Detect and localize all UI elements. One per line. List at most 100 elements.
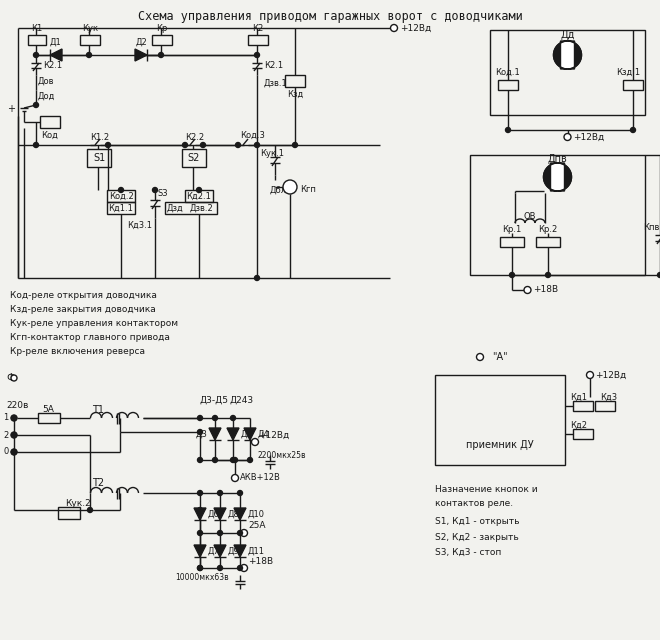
Circle shape <box>197 429 203 435</box>
Text: приемник ДУ: приемник ДУ <box>466 440 534 450</box>
Text: Д9: Д9 <box>228 547 240 556</box>
Circle shape <box>554 41 581 69</box>
Text: Дпв: Дпв <box>548 154 568 164</box>
Circle shape <box>11 433 16 438</box>
Circle shape <box>11 432 17 438</box>
Circle shape <box>197 508 203 513</box>
Polygon shape <box>544 163 558 191</box>
Text: Кук.2: Кук.2 <box>65 499 91 508</box>
Text: Кр.2: Кр.2 <box>539 225 558 234</box>
Bar <box>165 202 217 214</box>
Polygon shape <box>214 508 226 520</box>
Text: S1: S1 <box>93 153 105 163</box>
Text: S2: S2 <box>188 153 200 163</box>
Text: +12Вд: +12Вд <box>595 371 626 380</box>
Circle shape <box>255 275 259 280</box>
Text: S2, Кд2 - закрыть: S2, Кд2 - закрыть <box>435 532 519 541</box>
Text: 5А: 5А <box>42 406 54 415</box>
Text: Д10: Д10 <box>248 509 265 518</box>
Circle shape <box>506 127 510 132</box>
Polygon shape <box>227 428 239 440</box>
Circle shape <box>230 458 236 463</box>
Circle shape <box>230 415 236 420</box>
Circle shape <box>587 371 593 378</box>
Text: Дд: Дд <box>560 30 575 40</box>
Circle shape <box>283 180 297 194</box>
Text: Ф: Ф <box>6 373 15 383</box>
Circle shape <box>158 52 164 58</box>
Circle shape <box>86 52 92 58</box>
Text: Дзд: Дзд <box>166 204 183 212</box>
Circle shape <box>255 143 259 147</box>
Text: 220в: 220в <box>6 401 28 410</box>
Bar <box>285 75 305 87</box>
Text: Кд1: Кд1 <box>570 392 587 401</box>
Circle shape <box>197 566 203 570</box>
Bar <box>80 35 100 45</box>
Text: Д6: Д6 <box>208 509 220 518</box>
Text: Кук.1: Кук.1 <box>260 148 284 157</box>
Text: Дов: Дов <box>38 77 55 86</box>
Text: К2.1: К2.1 <box>264 61 283 70</box>
Text: Кзд: Кзд <box>287 90 303 99</box>
Text: Кук: Кук <box>82 24 98 33</box>
Text: Кзд-реле закрытия доводчика: Кзд-реле закрытия доводчика <box>10 305 156 314</box>
Text: Д2: Д2 <box>135 38 147 47</box>
Polygon shape <box>234 508 246 520</box>
Text: К1: К1 <box>32 24 43 33</box>
Polygon shape <box>558 163 572 191</box>
Polygon shape <box>214 545 226 557</box>
Text: Д5: Д5 <box>241 429 253 438</box>
Text: К2: К2 <box>252 24 263 33</box>
Text: Кр.1: Кр.1 <box>502 225 521 234</box>
Text: контактов реле.: контактов реле. <box>435 499 513 509</box>
Circle shape <box>197 458 203 463</box>
Text: Дбл: Дбл <box>270 186 287 195</box>
Polygon shape <box>554 41 568 69</box>
Circle shape <box>255 52 259 58</box>
Circle shape <box>34 102 38 108</box>
Circle shape <box>34 52 38 58</box>
Circle shape <box>238 531 242 536</box>
Bar <box>435 375 565 465</box>
Bar <box>500 237 524 247</box>
Circle shape <box>238 566 242 570</box>
Circle shape <box>213 458 218 463</box>
Text: Т2: Т2 <box>92 478 104 488</box>
Bar <box>58 507 80 519</box>
Text: Код: Код <box>42 131 59 140</box>
Text: +: + <box>7 104 15 114</box>
Text: Д1: Д1 <box>50 38 62 47</box>
Circle shape <box>251 438 259 445</box>
Text: Кгп-контактор главного привода: Кгп-контактор главного привода <box>10 333 170 342</box>
Polygon shape <box>234 545 246 557</box>
Bar <box>248 35 268 45</box>
Text: Д3: Д3 <box>195 429 207 438</box>
Text: 0: 0 <box>3 447 8 456</box>
Bar <box>28 35 46 45</box>
Bar <box>152 35 172 45</box>
Bar <box>87 149 111 167</box>
Circle shape <box>546 273 550 278</box>
Text: К1.2: К1.2 <box>90 132 109 141</box>
Text: Кр-реле включения реверса: Кр-реле включения реверса <box>10 346 145 355</box>
Text: Кр: Кр <box>156 24 168 33</box>
Bar <box>573 401 593 411</box>
Circle shape <box>232 474 238 481</box>
Bar <box>182 149 206 167</box>
Text: Д8: Д8 <box>228 509 240 518</box>
Text: Схема управления приводом гаражных ворот с доводчиками: Схема управления приводом гаражных ворот… <box>138 10 522 23</box>
Circle shape <box>34 143 38 147</box>
Text: 2200мкх25в: 2200мкх25в <box>258 451 306 460</box>
Polygon shape <box>194 508 206 520</box>
Text: Кд1.1: Кд1.1 <box>108 204 133 212</box>
Polygon shape <box>568 41 581 69</box>
Bar <box>490 30 645 115</box>
Bar <box>38 413 60 423</box>
Circle shape <box>11 449 16 454</box>
Text: Код.2: Код.2 <box>109 191 133 200</box>
Circle shape <box>183 143 187 147</box>
Text: Кгп: Кгп <box>300 186 316 195</box>
Text: +18В: +18В <box>533 285 558 294</box>
Text: ОВ: ОВ <box>524 212 536 221</box>
